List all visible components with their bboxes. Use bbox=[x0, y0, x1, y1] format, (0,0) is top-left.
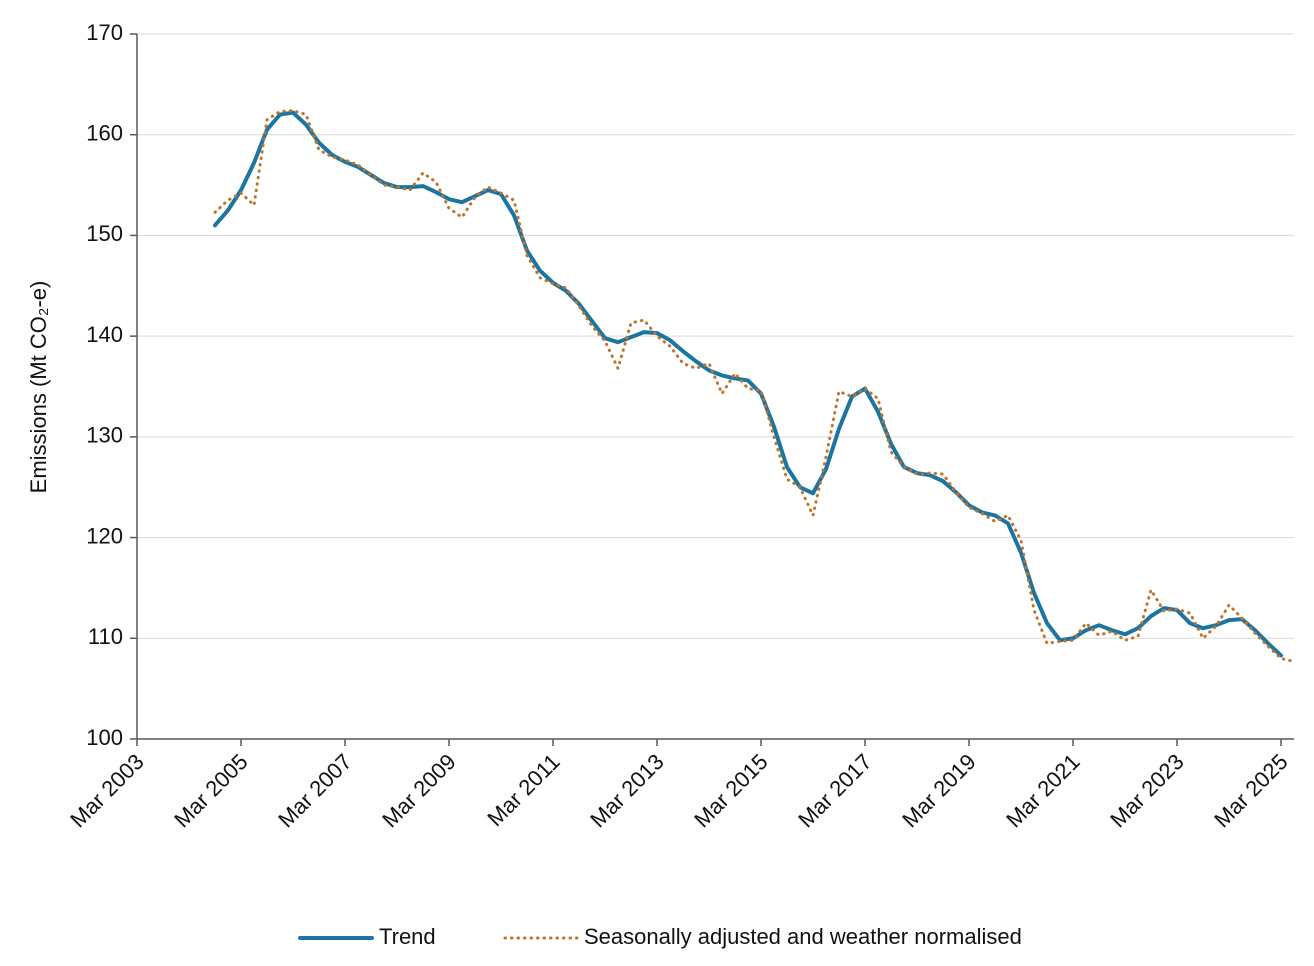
x-tick-label: Mar 2017 bbox=[793, 749, 876, 832]
x-tick-label: Mar 2013 bbox=[585, 749, 668, 832]
x-tick-label: Mar 2003 bbox=[65, 749, 148, 832]
x-tick-label: Mar 2025 bbox=[1209, 749, 1292, 832]
y-tick-label: 100 bbox=[86, 725, 123, 750]
y-tick-label: 130 bbox=[86, 423, 123, 448]
y-tick-label: 140 bbox=[86, 322, 123, 347]
legend-label: Trend bbox=[379, 924, 436, 949]
y-tick-label: 110 bbox=[88, 624, 123, 649]
series-line bbox=[213, 109, 1296, 663]
y-tick-label: 150 bbox=[86, 221, 123, 246]
x-tick-label: Mar 2015 bbox=[689, 749, 772, 832]
y-tick-label: 160 bbox=[86, 121, 123, 146]
x-tick-label: Mar 2011 bbox=[482, 749, 564, 831]
y-tick-label: 120 bbox=[86, 523, 123, 548]
x-tick-label: Mar 2021 bbox=[1001, 749, 1084, 832]
x-tick-label: Mar 2007 bbox=[273, 749, 356, 832]
legend-label: Seasonally adjusted and weather normalis… bbox=[584, 924, 1022, 949]
series-line bbox=[213, 110, 1283, 658]
x-tick-label: Mar 2023 bbox=[1105, 749, 1188, 832]
x-tick-label: Mar 2019 bbox=[897, 749, 980, 832]
x-tick-label: Mar 2005 bbox=[169, 749, 252, 832]
y-axis-label: Emissions (Mt CO₂-e) bbox=[26, 281, 51, 494]
x-tick-label: Mar 2009 bbox=[377, 749, 460, 832]
y-tick-label: 170 bbox=[86, 20, 123, 45]
